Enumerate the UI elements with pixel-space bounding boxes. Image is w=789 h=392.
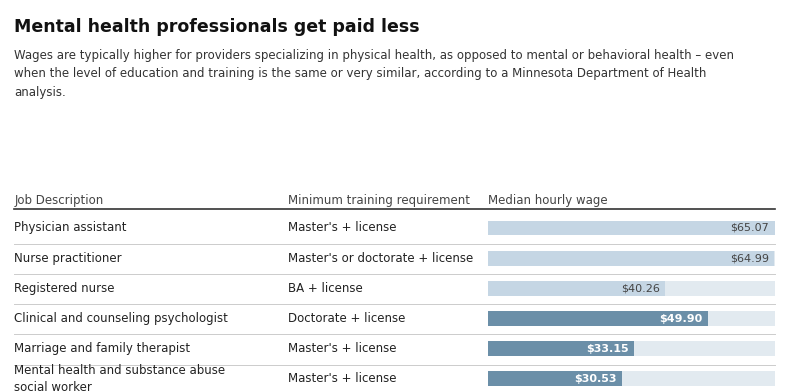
Text: Mental health professionals get paid less: Mental health professionals get paid les…	[14, 18, 420, 36]
Bar	[488, 281, 665, 296]
Text: Physician assistant: Physician assistant	[14, 221, 127, 234]
Bar	[488, 341, 775, 356]
Text: Master's + license: Master's + license	[288, 372, 397, 385]
Text: $33.15: $33.15	[585, 344, 628, 354]
Bar	[488, 221, 775, 235]
Text: $30.53: $30.53	[574, 374, 617, 384]
Bar	[488, 251, 775, 265]
Text: Master's + license: Master's + license	[288, 342, 397, 355]
Text: Wages are typically higher for providers specializing in physical health, as opp: Wages are typically higher for providers…	[14, 49, 735, 99]
Text: $64.99: $64.99	[730, 253, 769, 263]
Bar	[488, 341, 634, 356]
Text: Job Description: Job Description	[14, 194, 103, 207]
Text: $65.07: $65.07	[731, 223, 769, 233]
Bar	[488, 221, 775, 235]
Bar	[488, 311, 708, 326]
Text: Nurse practitioner: Nurse practitioner	[14, 252, 122, 265]
Text: Clinical and counseling psychologist: Clinical and counseling psychologist	[14, 312, 228, 325]
Text: Master's + license: Master's + license	[288, 221, 397, 234]
Bar	[488, 251, 775, 265]
Text: Marriage and family therapist: Marriage and family therapist	[14, 342, 190, 355]
Text: Registered nurse: Registered nurse	[14, 282, 114, 295]
Text: Master's or doctorate + license: Master's or doctorate + license	[288, 252, 473, 265]
Bar	[488, 311, 775, 326]
Bar	[488, 372, 623, 386]
Text: Minimum training requirement: Minimum training requirement	[288, 194, 470, 207]
Text: Median hourly wage: Median hourly wage	[488, 194, 608, 207]
Text: Mental health and substance abuse
social worker: Mental health and substance abuse social…	[14, 364, 226, 392]
Text: $49.90: $49.90	[659, 314, 702, 323]
Text: Doctorate + license: Doctorate + license	[288, 312, 406, 325]
Text: $40.26: $40.26	[621, 283, 660, 293]
Bar	[488, 281, 775, 296]
Text: BA + license: BA + license	[288, 282, 363, 295]
Bar	[488, 372, 775, 386]
